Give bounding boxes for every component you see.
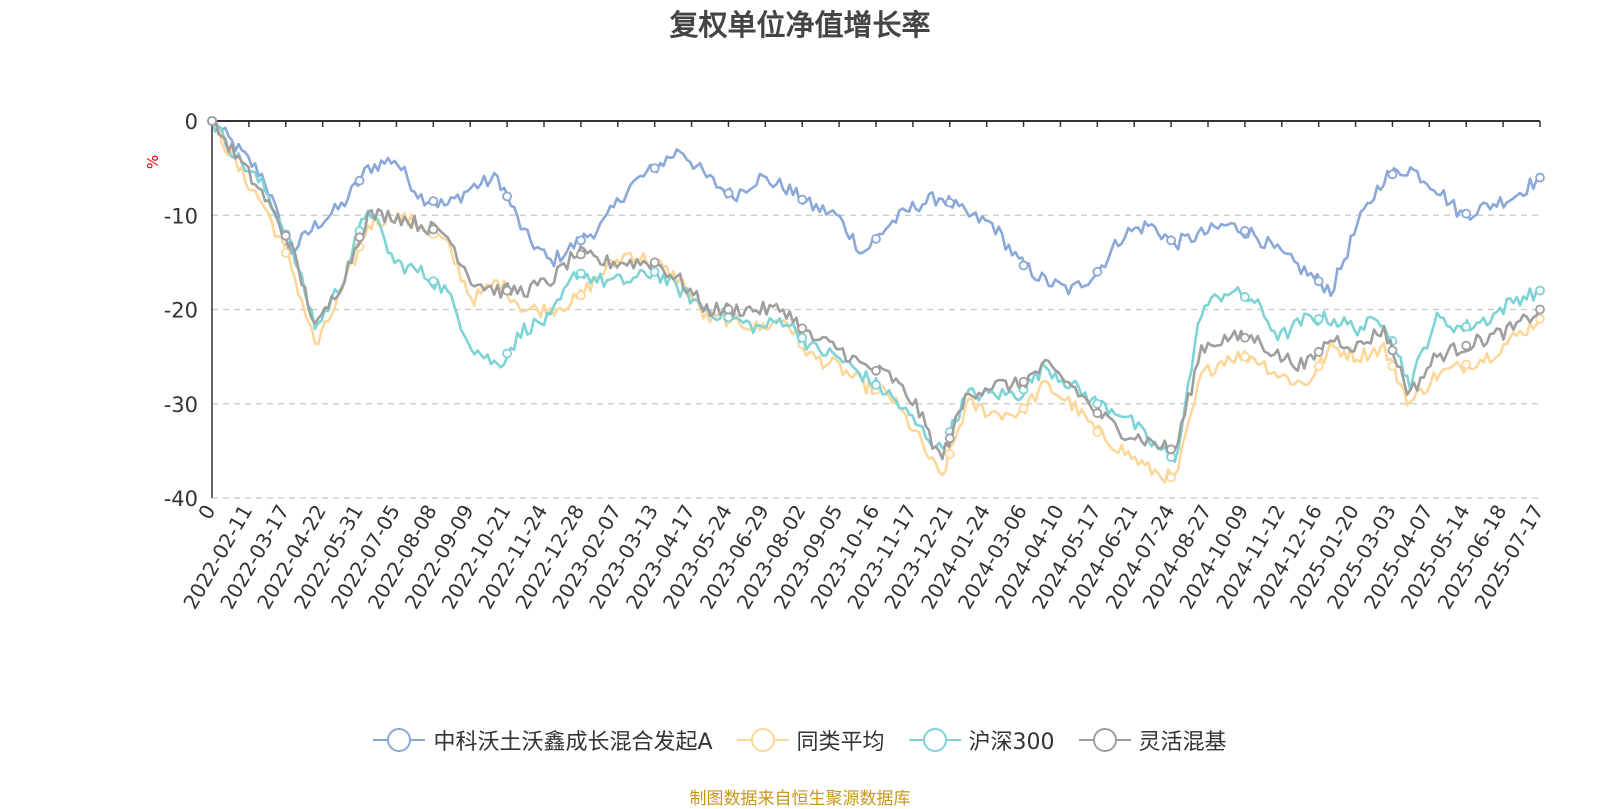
legend-label: 沪深300	[968, 730, 1055, 755]
data-point	[207, 116, 217, 126]
x-tick-label: 0	[193, 501, 220, 524]
data-point	[944, 449, 955, 459]
data-point	[1092, 398, 1103, 409]
legend: 中科沃土沃鑫成长混合发起A 同类平均 沪深300 灵活混基	[0, 720, 1600, 760]
series-line	[211, 119, 1541, 298]
data-point	[1092, 408, 1103, 419]
y-tick-label: -20	[164, 299, 198, 323]
data-point	[502, 348, 513, 359]
data-point	[1239, 351, 1250, 362]
data-point	[280, 230, 291, 241]
y-tick-label: -30	[164, 393, 198, 417]
data-point	[1018, 260, 1029, 271]
data-point	[1313, 276, 1324, 287]
data-point	[575, 268, 586, 279]
data-point	[1166, 452, 1177, 463]
y-tick-label: -10	[164, 204, 198, 228]
data-point	[1535, 304, 1545, 315]
data-point	[502, 191, 513, 202]
data-point	[1166, 235, 1177, 246]
data-point	[723, 312, 734, 323]
data-point	[1313, 347, 1324, 357]
legend-swatch-icon	[373, 728, 426, 752]
series-lines	[207, 116, 1545, 484]
data-point	[575, 249, 586, 260]
legend-label: 中科沃土沃鑫成长混合发起A	[433, 730, 713, 755]
data-point	[1461, 208, 1472, 219]
legend-item[interactable]: 中科沃土沃鑫成长混合发起A	[373, 724, 713, 756]
y-axis-label: %	[144, 155, 162, 169]
series-line	[211, 117, 1542, 461]
data-point	[1461, 321, 1472, 332]
data-point	[280, 248, 291, 258]
data-point	[649, 257, 660, 268]
data-point	[1166, 444, 1177, 455]
data-point	[1239, 226, 1250, 236]
data-point	[1166, 472, 1177, 483]
legend-item[interactable]: 灵活混基	[1078, 724, 1227, 756]
data-point	[944, 433, 955, 444]
data-point	[1535, 314, 1545, 324]
data-point	[1313, 361, 1324, 371]
series-line	[211, 119, 1542, 484]
data-point	[871, 365, 881, 376]
data-point	[575, 235, 586, 246]
legend-swatch-icon	[908, 728, 961, 752]
y-tick-label: -40	[164, 487, 198, 511]
data-point	[871, 379, 881, 390]
data-point	[354, 232, 365, 243]
data-point	[502, 285, 513, 296]
data-point	[575, 290, 586, 301]
data-point	[797, 323, 808, 334]
series-line	[210, 120, 1541, 464]
data-point	[1092, 427, 1103, 437]
legend-swatch-icon	[1078, 728, 1131, 752]
data-point	[1313, 314, 1324, 324]
data-point	[1239, 332, 1250, 343]
data-point	[723, 188, 734, 199]
data-point	[1387, 169, 1398, 180]
data-source-note: 制图数据来自恒生聚源数据库	[689, 789, 911, 809]
data-point	[649, 163, 660, 174]
data-point	[428, 224, 439, 235]
data-point	[1239, 292, 1250, 302]
grid-lines	[212, 214, 1540, 499]
data-point	[1461, 359, 1472, 370]
data-point	[944, 197, 955, 208]
axes	[211, 120, 1541, 498]
data-point	[871, 233, 881, 244]
data-point	[354, 175, 365, 186]
y-tick-label: 0	[185, 110, 198, 134]
legend-label: 灵活混基	[1138, 730, 1227, 755]
legend-item[interactable]: 沪深300	[908, 724, 1055, 756]
data-point	[428, 196, 439, 207]
data-point	[1535, 285, 1545, 296]
data-point	[797, 332, 808, 343]
data-point	[1092, 266, 1103, 277]
data-point	[649, 266, 660, 277]
data-point	[428, 276, 439, 287]
legend-item[interactable]: 同类平均	[736, 724, 885, 756]
chart-title: 复权单位净值增长率	[669, 8, 931, 42]
legend-swatch-icon	[736, 728, 789, 752]
data-point	[1018, 376, 1029, 387]
data-point	[723, 304, 734, 315]
legend-label: 同类平均	[796, 730, 885, 755]
data-point	[1018, 403, 1029, 414]
data-point	[797, 194, 808, 205]
data-point	[1535, 172, 1545, 183]
data-point	[1461, 340, 1472, 351]
data-point	[1387, 345, 1398, 356]
